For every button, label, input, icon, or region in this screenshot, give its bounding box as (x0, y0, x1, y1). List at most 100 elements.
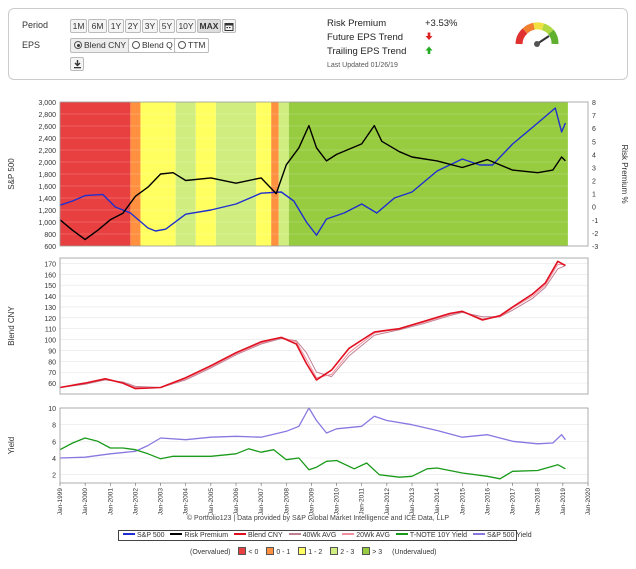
x-tick-label: Jan-2013 (409, 488, 416, 515)
plot-frame (59, 101, 589, 247)
valuation-zone (288, 102, 568, 246)
calendar-icon[interactable] (222, 19, 236, 33)
x-tick-label: Jan-2007 (258, 488, 265, 515)
eps-option-blend-q[interactable]: Blend Q (128, 38, 177, 53)
period-button-5y[interactable]: 5Y (159, 19, 175, 33)
radio-checked-icon (74, 41, 82, 49)
y-tick-label: 1,000 (38, 220, 56, 227)
eps-option-blend-cny[interactable]: Blend CNY (70, 38, 131, 53)
plot-frame (59, 257, 589, 395)
y-tick-label: 6 (52, 439, 56, 446)
zone-swatch (298, 547, 307, 555)
y-tick-label: 1,400 (38, 196, 56, 203)
y2-tick-label: 8 (592, 100, 596, 107)
y2-tick-label: -3 (592, 244, 598, 251)
series-line-20wk-avg (59, 264, 566, 388)
trailing-eps-trend-label: Trailing EPS Trend (327, 46, 407, 57)
legend-item-risk-premium: Risk Premium (170, 531, 228, 540)
y-tick-label: 2,600 (38, 124, 56, 131)
valuation-zone (271, 102, 279, 246)
y2-tick-label: 6 (592, 126, 596, 133)
legend-swatch (395, 533, 408, 535)
eps-label: EPS (22, 40, 41, 50)
x-tick-label: Jan-2009 (308, 488, 315, 515)
y2-tick-label: 4 (592, 152, 596, 159)
x-tick-label: Jan-2017 (510, 488, 517, 515)
x-tick-label: Jan-2011 (359, 488, 366, 515)
risk-premium-value: +3.53% (425, 18, 458, 29)
zone-label: > 3 (372, 549, 383, 556)
zone-swatch (362, 547, 371, 555)
y-tick-label: 1,200 (38, 208, 56, 215)
risk-premium-label: Risk Premium (327, 18, 387, 29)
eps-option-ttm[interactable]: TTM (174, 38, 210, 53)
y-tick-label: 120 (44, 316, 56, 323)
valuation-zone (175, 102, 196, 246)
x-tick-label: Jan-2015 (459, 488, 466, 515)
x-tick-label: Jan-2006 (233, 488, 240, 515)
legend-label: Risk Premium (184, 532, 229, 539)
y2-tick-label: -2 (592, 231, 598, 238)
download-icon[interactable] (70, 57, 84, 71)
zone-label: 0 - 1 (276, 549, 291, 556)
period-label: Period (22, 20, 49, 30)
series-line-risk-premium (59, 124, 566, 241)
zone-swatch (330, 547, 339, 555)
legend-label: T-NOTE 10Y Yield (409, 532, 467, 539)
y-tick-label: 1,800 (38, 172, 56, 179)
period-button-1y[interactable]: 1Y (108, 19, 124, 33)
zone-label: 2 - 3 (340, 549, 355, 556)
y-tick-label: 10 (48, 406, 56, 413)
eps-option-label: Blend Q (142, 40, 173, 50)
y-tick-label: 60 (48, 381, 56, 388)
x-tick-label: Jan-2002 (132, 488, 139, 515)
y-tick-label: 1,600 (38, 184, 56, 191)
series-legend: S&P 500 Risk Premium Blend CNY 40Wk AVG … (118, 530, 532, 541)
legend-item-sp500: S&P 500 (123, 531, 165, 540)
x-tick-label: Jan-2000 (82, 488, 89, 515)
y2-tick-label: 0 (592, 205, 596, 212)
legend-label: 20Wk AVG (356, 532, 390, 539)
y2-tick-label: 7 (592, 113, 596, 120)
legend-swatch (233, 533, 246, 535)
eps-option-label: TTM (188, 40, 206, 50)
period-button-2y[interactable]: 2Y (125, 19, 141, 33)
gauge-icon (515, 22, 559, 53)
x-tick-label: Jan-2016 (484, 488, 491, 515)
arrow-up-icon (425, 46, 433, 57)
legend-item-20wk: 20Wk AVG (342, 531, 390, 540)
valuation-zone (215, 102, 257, 246)
y2-tick-label: 3 (592, 165, 596, 172)
y-tick-label: 150 (44, 283, 56, 290)
x-tick-label: Jan-2010 (334, 488, 341, 515)
series-line-tnote-yield (59, 437, 566, 480)
period-button-10y[interactable]: 10Y (176, 19, 196, 33)
y2-tick-label: 5 (592, 139, 596, 146)
y-tick-label: 2 (52, 473, 56, 480)
series-line-40wk-avg (59, 265, 566, 388)
zone-legend: (Overvalued) < 0 0 - 1 1 - 2 2 - 3 > 3 (… (190, 547, 436, 556)
legend-swatch (170, 533, 183, 535)
y-tick-label: 130 (44, 305, 56, 312)
x-tick-label: Jan-2018 (535, 488, 542, 515)
legend-swatch (123, 533, 135, 535)
y-tick-label: 110 (45, 327, 56, 334)
y-tick-label: 70 (48, 370, 56, 377)
period-button-6m[interactable]: 6M (88, 19, 107, 33)
x-tick-label: Jan-2004 (183, 488, 190, 515)
zone-swatch (266, 547, 275, 555)
y-tick-label: 2,000 (38, 160, 56, 167)
radio-icon (132, 41, 140, 49)
zone-label: < 0 (248, 549, 259, 556)
legend-label: S&P 500 Yield (486, 532, 532, 539)
eps-option-label: Blend CNY (84, 40, 127, 50)
period-button-1m[interactable]: 1M (70, 19, 87, 33)
period-button-max[interactable]: MAX (197, 19, 221, 33)
x-tick-label: Jan-2014 (434, 488, 441, 515)
legend-swatch (288, 533, 301, 535)
radio-icon (178, 41, 186, 49)
period-button-3y[interactable]: 3Y (142, 19, 158, 33)
zone-legend-right: (Undervalued) (392, 549, 437, 556)
y-tick-label: 170 (44, 261, 56, 268)
valuation-zone (60, 102, 131, 246)
